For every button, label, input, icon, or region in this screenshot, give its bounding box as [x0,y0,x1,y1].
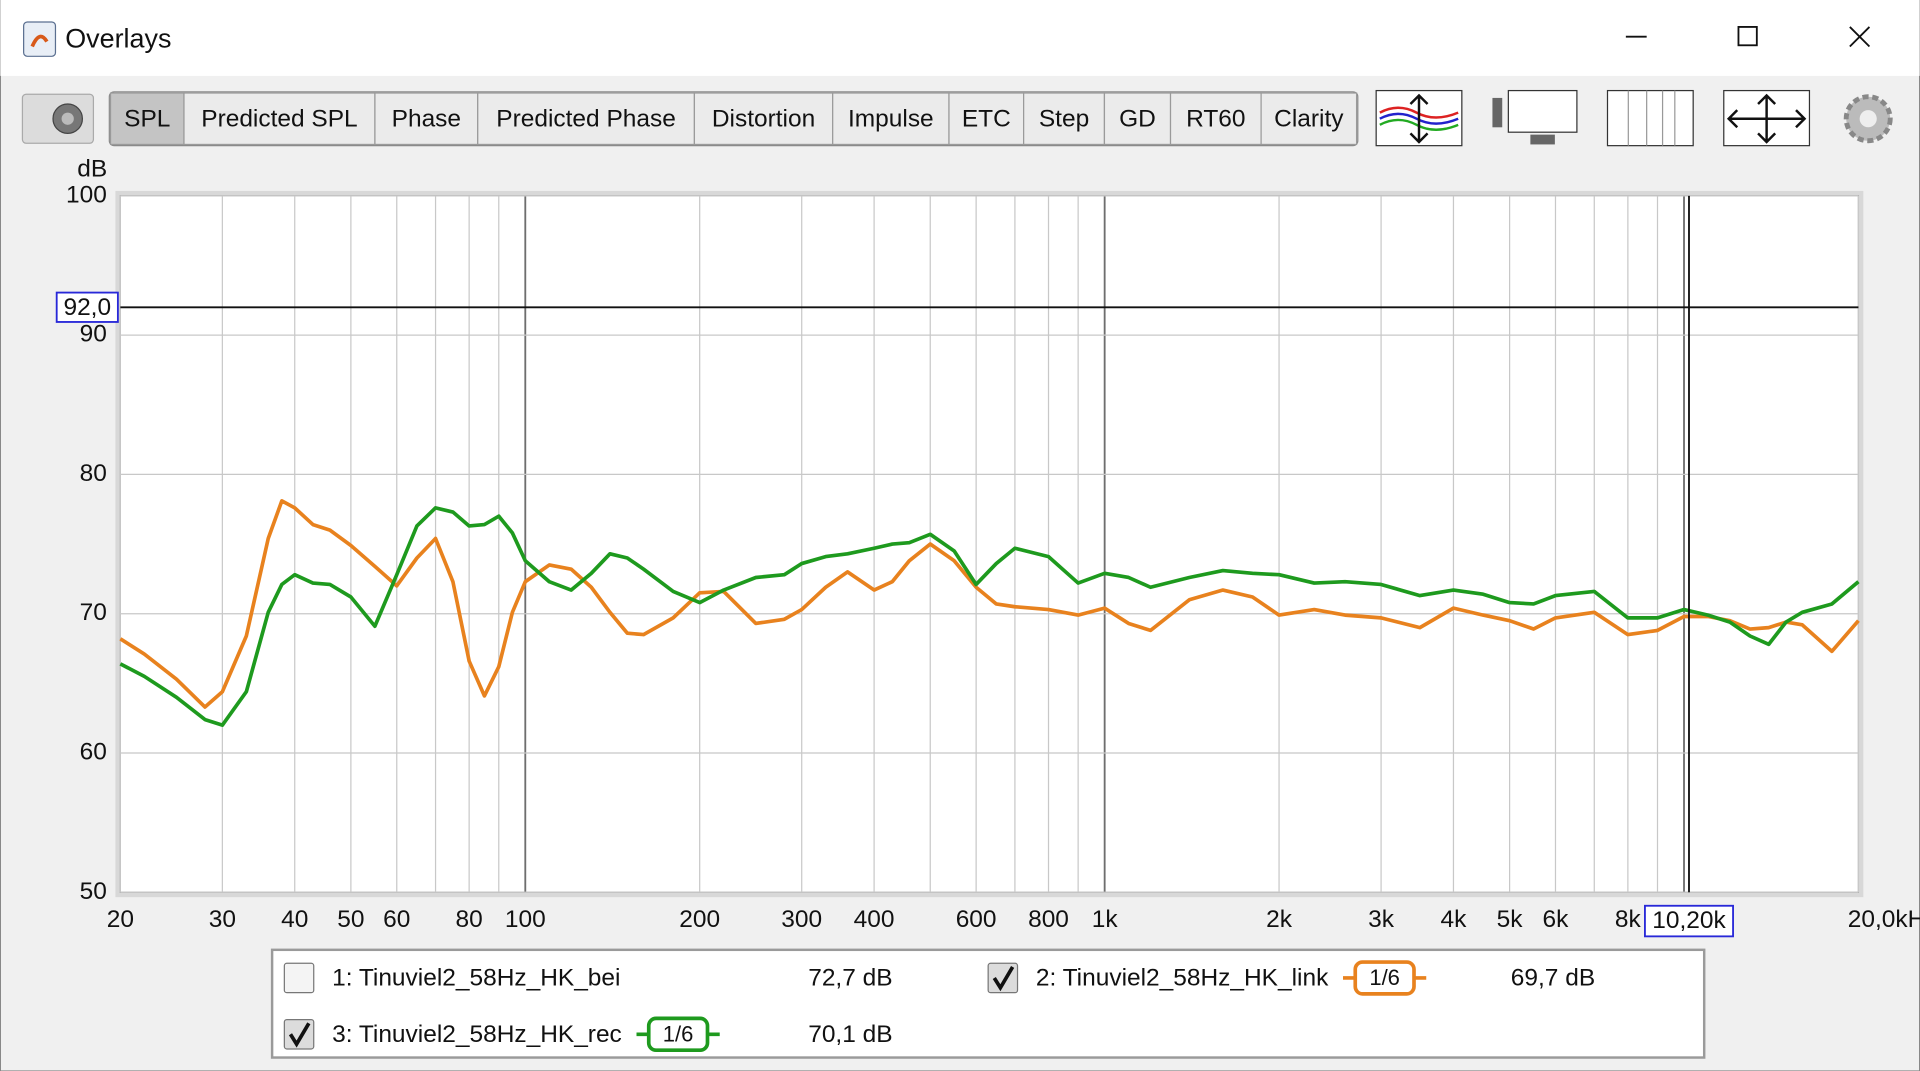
x-tick-label: 4k [1441,906,1468,933]
maximize-button[interactable] [1737,26,1758,47]
x-tick-label: 400 [854,906,895,933]
x-tick-label: 80 [456,906,483,933]
y-tick-label: 70 [80,599,107,626]
legend-name: 3: Tinuviel2_58Hz_HK_rec [332,1021,622,1048]
y-tick-label: 100 [66,181,107,208]
tab-label[interactable]: Step [1039,105,1089,132]
x-tick-label: 1k [1092,906,1119,933]
legend-name: 2: Tinuviel2_58Hz_HK_link [1036,965,1329,992]
tab[interactable]: ETC [948,92,1025,146]
tab[interactable]: SPL [109,92,185,146]
settings-button[interactable] [1843,94,1893,144]
x-tick-label: 800 [1028,906,1069,933]
tab-label[interactable]: Distortion [712,105,815,132]
tab[interactable]: Clarity [1260,92,1358,146]
y-tick-label: 60 [80,738,107,765]
app-icon [23,21,57,57]
tab-label[interactable]: SPL [124,105,170,132]
x-tick-label: 5k [1497,906,1524,933]
window-title: Overlays [65,24,171,54]
tab-label[interactable]: RT60 [1186,105,1245,132]
smoothing-badge[interactable] [646,1016,710,1053]
tab[interactable]: RT60 [1169,92,1262,146]
y-tick-label: 80 [80,460,107,487]
legend-entry[interactable]: 2: Tinuviel2_58Hz_HK_link 1/6 69,7 dB [987,960,1595,996]
close-button[interactable] [1849,26,1871,48]
x-tick-label: 30 [209,906,236,933]
tab-label[interactable]: Clarity [1274,105,1344,132]
legend-checkbox[interactable] [283,962,315,994]
camera-button[interactable] [21,93,95,144]
cursor-x-box [1644,904,1734,938]
legend: 1: Tinuviel2_58Hz_HK_bei 72,7 dB 2: Tinuvi… [283,960,1595,1053]
x-tick-label: 2k [1266,906,1293,933]
x-tick-label: 8k [1615,906,1642,933]
tab[interactable]: Predicted Phase [477,92,696,146]
x-tick-label: 60 [383,906,410,933]
title-bar [0,0,1920,76]
tab[interactable]: Distortion [693,92,834,146]
x-tick-label: 100 [505,906,546,933]
tab-button[interactable] [1169,92,1262,146]
legend-checkmark [992,966,1015,992]
legend-readout: 70,1 dB [808,1021,892,1048]
x-tick-label: 600 [956,906,997,933]
x-tick-label: 300 [781,906,822,933]
axes: 50 60 70 80 90 100 20 30 40 50 60 80 100 200 300 400 600… [55,181,1920,938]
tab[interactable]: GD [1103,92,1172,146]
tab[interactable]: Step [1023,92,1106,146]
x-tick-label: 3k [1368,906,1395,933]
tab-button[interactable] [1103,92,1172,146]
tab[interactable]: Predicted SPL [183,92,376,146]
x-tick-label: 50 [337,906,364,933]
smoothing-label: 1/6 [663,1021,694,1046]
tab-label[interactable]: Phase [392,105,461,132]
tab-label[interactable]: Predicted SPL [201,105,357,132]
series-line [119,506,1860,727]
y-tick-label: 90 [80,321,107,348]
tab-button[interactable] [1023,92,1106,146]
tab-label[interactable]: Impulse [848,105,934,132]
y-axis-label: dB [77,156,107,183]
y-scale-button[interactable] [1375,89,1463,147]
smoothing-badge[interactable] [1353,960,1416,996]
tab-button[interactable] [374,92,479,146]
tab[interactable]: Phase [374,92,479,146]
tab-button[interactable] [948,92,1025,146]
tab-button[interactable] [1260,92,1358,146]
tab-button[interactable] [832,92,950,146]
legend-checkmark [288,1022,311,1048]
x-tick-label: 20,0kHz [1848,906,1920,933]
plot-area [119,195,1860,893]
y-tick-label: 50 [80,878,107,905]
legend-readout: 72,7 dB [808,965,892,992]
cursor-y-label: 92,0 [63,294,111,321]
tab-label[interactable]: Predicted Phase [496,105,676,132]
cursor-y-box [55,291,119,323]
x-tick-label: 20 [107,906,134,933]
legend-entry[interactable]: 3: Tinuviel2_58Hz_HK_rec 1/6 70,1 dB [283,1016,893,1053]
x-tick-label: 6k [1543,906,1570,933]
cursor-x-label: 10,20k [1652,907,1726,934]
legend-entry[interactable]: 1: Tinuviel2_58Hz_HK_bei 72,7 dB [283,962,893,994]
tab-label[interactable]: ETC [962,105,1011,132]
x-tick-label: 200 [679,906,720,933]
series-line [119,499,1860,709]
grid-button[interactable] [1606,89,1694,147]
fit-button[interactable] [1492,89,1578,145]
toolbar-icons [1375,89,1893,147]
tab-label[interactable]: GD [1119,105,1156,132]
tab-button[interactable] [109,92,185,146]
tab[interactable]: Impulse [832,92,950,146]
smoothing-label: 1/6 [1369,965,1400,990]
curves [119,499,1860,727]
tab-button[interactable] [183,92,376,146]
tab-bar: SPL Predicted SPL Phase Predicted Phase Dist… [108,91,1359,147]
x-tick-label: 40 [281,906,308,933]
pan-button[interactable] [1723,89,1811,147]
legend-name: 1: Tinuviel2_58Hz_HK_bei [332,965,620,992]
legend-readout: 69,7 dB [1511,965,1595,992]
